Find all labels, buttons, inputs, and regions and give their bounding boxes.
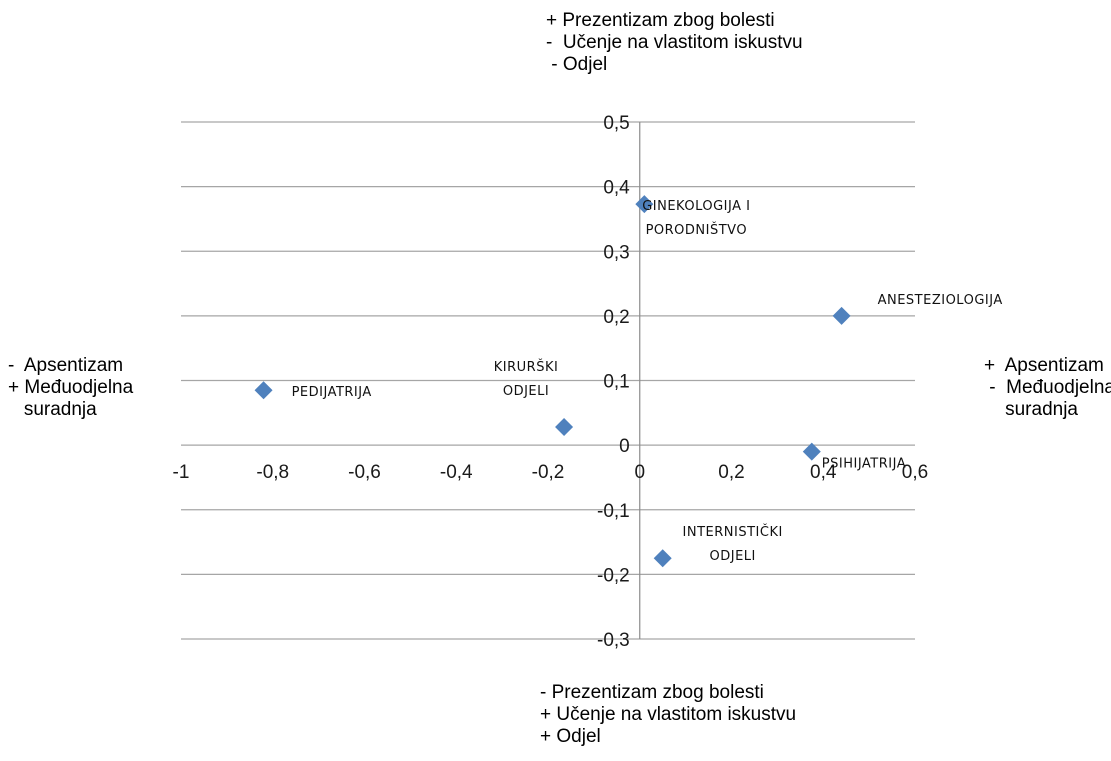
x-tick-label: 0,4 [810, 462, 837, 483]
data-point-marker [832, 306, 851, 325]
data-point-marker [653, 549, 672, 568]
y-tick-label: -0,1 [597, 501, 630, 522]
left-axis-note: - Apsentizam + Međuodjelna suradnja [8, 355, 134, 420]
data-point-label: ODJELI [503, 384, 549, 399]
x-tick-label: 0 [634, 462, 645, 483]
x-tick-label: -0,4 [440, 462, 473, 483]
data-point-label: PSIHIJATRIJA [822, 457, 906, 472]
top-axis-note: + Prezentizam zbog bolesti - Učenje na v… [546, 10, 803, 75]
x-tick-label: 0,2 [718, 462, 744, 483]
right-axis-note: + Apsentizam - Međuodjelna suradnja [984, 355, 1111, 420]
data-point-label: PEDIJATRIJA [292, 385, 372, 400]
x-tick-label: -0,8 [256, 462, 289, 483]
y-tick-label: 0 [619, 436, 630, 457]
data-point-label: INTERNISTIČKI [683, 524, 783, 540]
data-point-marker [635, 195, 654, 214]
x-tick-label: -1 [173, 462, 190, 483]
data-point-label: ODJELI [710, 549, 756, 564]
y-tick-label: 0,2 [603, 307, 629, 328]
data-point-label: KIRURŠKI [494, 359, 559, 375]
y-tick-label: -0,3 [597, 630, 630, 651]
data-point-marker [254, 381, 273, 400]
bottom-axis-note: - Prezentizam zbog bolesti + Učenje na v… [540, 682, 797, 747]
y-tick-label: 0,4 [603, 178, 630, 199]
data-point-label: PORODNIŠTVO [646, 222, 748, 238]
data-point-label: ANESTEZIOLOGIJA [878, 293, 1003, 308]
y-tick-label: -0,2 [597, 565, 630, 586]
y-tick-label: 0,5 [603, 113, 629, 134]
x-tick-label: -0,6 [348, 462, 381, 483]
data-point-marker [555, 418, 574, 437]
data-point-marker [802, 442, 821, 461]
data-point-label: GINEKOLOGIJA I [642, 199, 750, 214]
x-tick-label: -0,2 [532, 462, 565, 483]
x-tick-label: 0,6 [902, 462, 928, 483]
y-tick-label: 0,1 [603, 372, 629, 393]
y-tick-label: 0,3 [603, 242, 629, 263]
